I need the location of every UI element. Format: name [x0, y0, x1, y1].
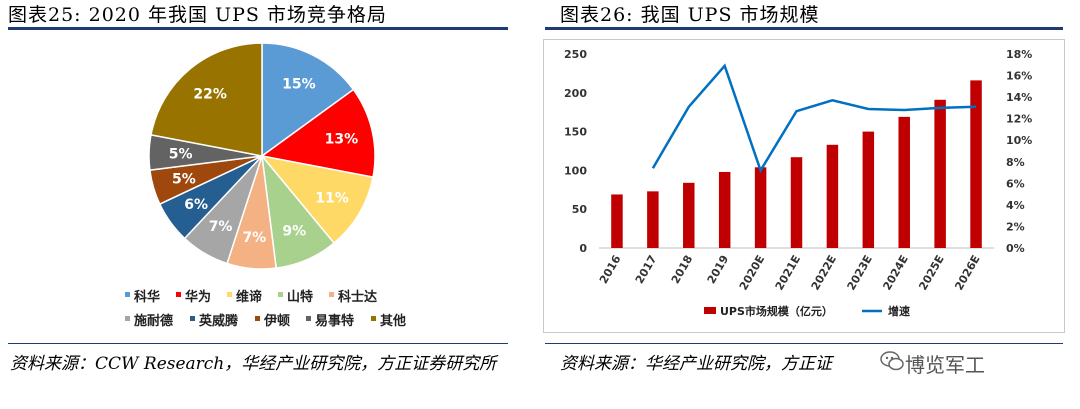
- y-right-tick-label: 8%: [1006, 156, 1025, 169]
- y-right-tick-label: 2%: [1006, 220, 1025, 233]
- pie-slice-维谛: [260, 154, 374, 245]
- y-left-tick-label: 150: [564, 126, 587, 139]
- legend-label: 易事特: [315, 313, 354, 329]
- legend-label: 科华: [134, 289, 160, 305]
- x-tick-label: 2017: [633, 253, 660, 286]
- y-right-tick-label: 6%: [1006, 177, 1025, 190]
- legend-marker: [255, 316, 260, 321]
- legend-label-bar: UPS市场规模（亿元）: [720, 304, 833, 318]
- pie-data-label: 11%: [315, 190, 349, 206]
- y-right-tick-label: 18%: [1006, 48, 1032, 61]
- bar-line-chart: 0 50 100 150 200 250 0% 2% 4% 6% 8% 10% 12% 14% 16% 18%…: [564, 48, 1032, 318]
- bar-2026E: [970, 80, 982, 248]
- legend-marker: [125, 292, 130, 297]
- y-left-tick-label: 250: [564, 48, 587, 61]
- y-right-tick-label: 0%: [1006, 242, 1025, 255]
- x-tick-label: 2024E: [880, 253, 910, 293]
- bar-2025E: [934, 99, 946, 248]
- pie-data-label: 7%: [242, 230, 266, 246]
- left-figure-title: 图表25: 2020 年我国 UPS 市场竞争格局: [8, 4, 387, 26]
- pie-data-label: 9%: [282, 224, 306, 240]
- x-tick-label: 2019: [705, 253, 732, 286]
- legend-label: 科士达: [338, 289, 377, 305]
- pie-data-label: 15%: [282, 77, 316, 93]
- legend-marker: [190, 316, 195, 321]
- pie-data-label: 5%: [172, 172, 196, 188]
- legend-marker: [329, 292, 334, 297]
- growth-line: [651, 63, 977, 174]
- legend-label: 伊顿: [263, 313, 290, 329]
- x-tick-label: 2025E: [916, 253, 946, 293]
- y-left-tick-label: 50: [572, 203, 588, 216]
- legend-marker: [371, 316, 376, 321]
- pie-data-label: 13%: [325, 131, 359, 147]
- y-right-tick-label: 10%: [1006, 134, 1032, 147]
- wechat-icon: [880, 351, 904, 371]
- legend-marker: [278, 292, 283, 297]
- watermark-text: 博览军工: [905, 353, 985, 377]
- bar-2022E: [826, 144, 839, 248]
- legend-marker: [227, 292, 232, 297]
- x-tick-label: 2023E: [845, 253, 875, 293]
- bar-2021E: [790, 157, 803, 248]
- left-title-rule: [8, 27, 508, 30]
- legend-label: 施耐德: [134, 313, 173, 329]
- right-source-divider: [545, 343, 1063, 344]
- legend-label-line: 增速: [888, 304, 910, 318]
- bar-2018: [683, 182, 695, 248]
- pie-data-label: 7%: [209, 219, 233, 235]
- legend-marker: [306, 316, 311, 321]
- right-title-rule: [545, 27, 1063, 30]
- legend-label: 英威腾: [198, 313, 239, 329]
- y-right-tick-label: 14%: [1006, 91, 1032, 104]
- bar-2017: [647, 191, 659, 248]
- x-tick-label: 2016: [597, 253, 624, 286]
- x-tick-label: 2018: [669, 253, 696, 286]
- legend-marker-bar: [704, 307, 716, 314]
- left-source-divider: [8, 343, 508, 344]
- right-source-note: 资料来源：华经产业研究院，方正证: [560, 354, 832, 374]
- pie-data-label: 6%: [184, 197, 208, 213]
- y-left-tick-label: 100: [564, 164, 587, 177]
- pie-slice-华为: [260, 88, 376, 179]
- legend-label: 其他: [380, 313, 406, 329]
- y-right-tick-label: 4%: [1006, 199, 1025, 212]
- x-tick-label: 2020E: [737, 253, 767, 293]
- right-figure-title: 图表26: 我国 UPS 市场规模: [560, 4, 820, 26]
- bar-2019: [718, 171, 731, 248]
- left-source-note: 资料来源：CCW Research，华经产业研究院，方正证券研究所: [10, 354, 497, 374]
- bar-2024E: [898, 116, 910, 248]
- x-tick-label: 2026E: [952, 253, 982, 293]
- x-tick-label: 2022E: [809, 253, 839, 293]
- pie-slice-其他: [150, 42, 263, 157]
- bar-2023E: [862, 131, 875, 248]
- y-left-tick-label: 0: [579, 242, 587, 255]
- x-tick-label: 2021E: [773, 253, 803, 293]
- pie-data-label: 22%: [193, 86, 227, 102]
- y-right-tick-label: 12%: [1006, 113, 1032, 126]
- legend-label: 维谛: [236, 289, 262, 305]
- legend-marker: [125, 316, 130, 321]
- pie-data-label: 5%: [169, 146, 193, 162]
- legend-label: 华为: [185, 289, 211, 305]
- legend-label: 山特: [287, 289, 313, 305]
- pie-slice-科华: [261, 42, 355, 158]
- bar-2016: [611, 194, 623, 248]
- bar-2020E: [754, 167, 767, 248]
- bar-line-chart-frame: 0 50 100 150 200 250 0% 2% 4% 6% 8% 10% 12% 14% 16% 18%…: [543, 39, 1065, 333]
- y-left-tick-label: 200: [564, 87, 587, 100]
- legend-marker: [176, 292, 181, 297]
- y-right-tick-label: 16%: [1006, 70, 1032, 83]
